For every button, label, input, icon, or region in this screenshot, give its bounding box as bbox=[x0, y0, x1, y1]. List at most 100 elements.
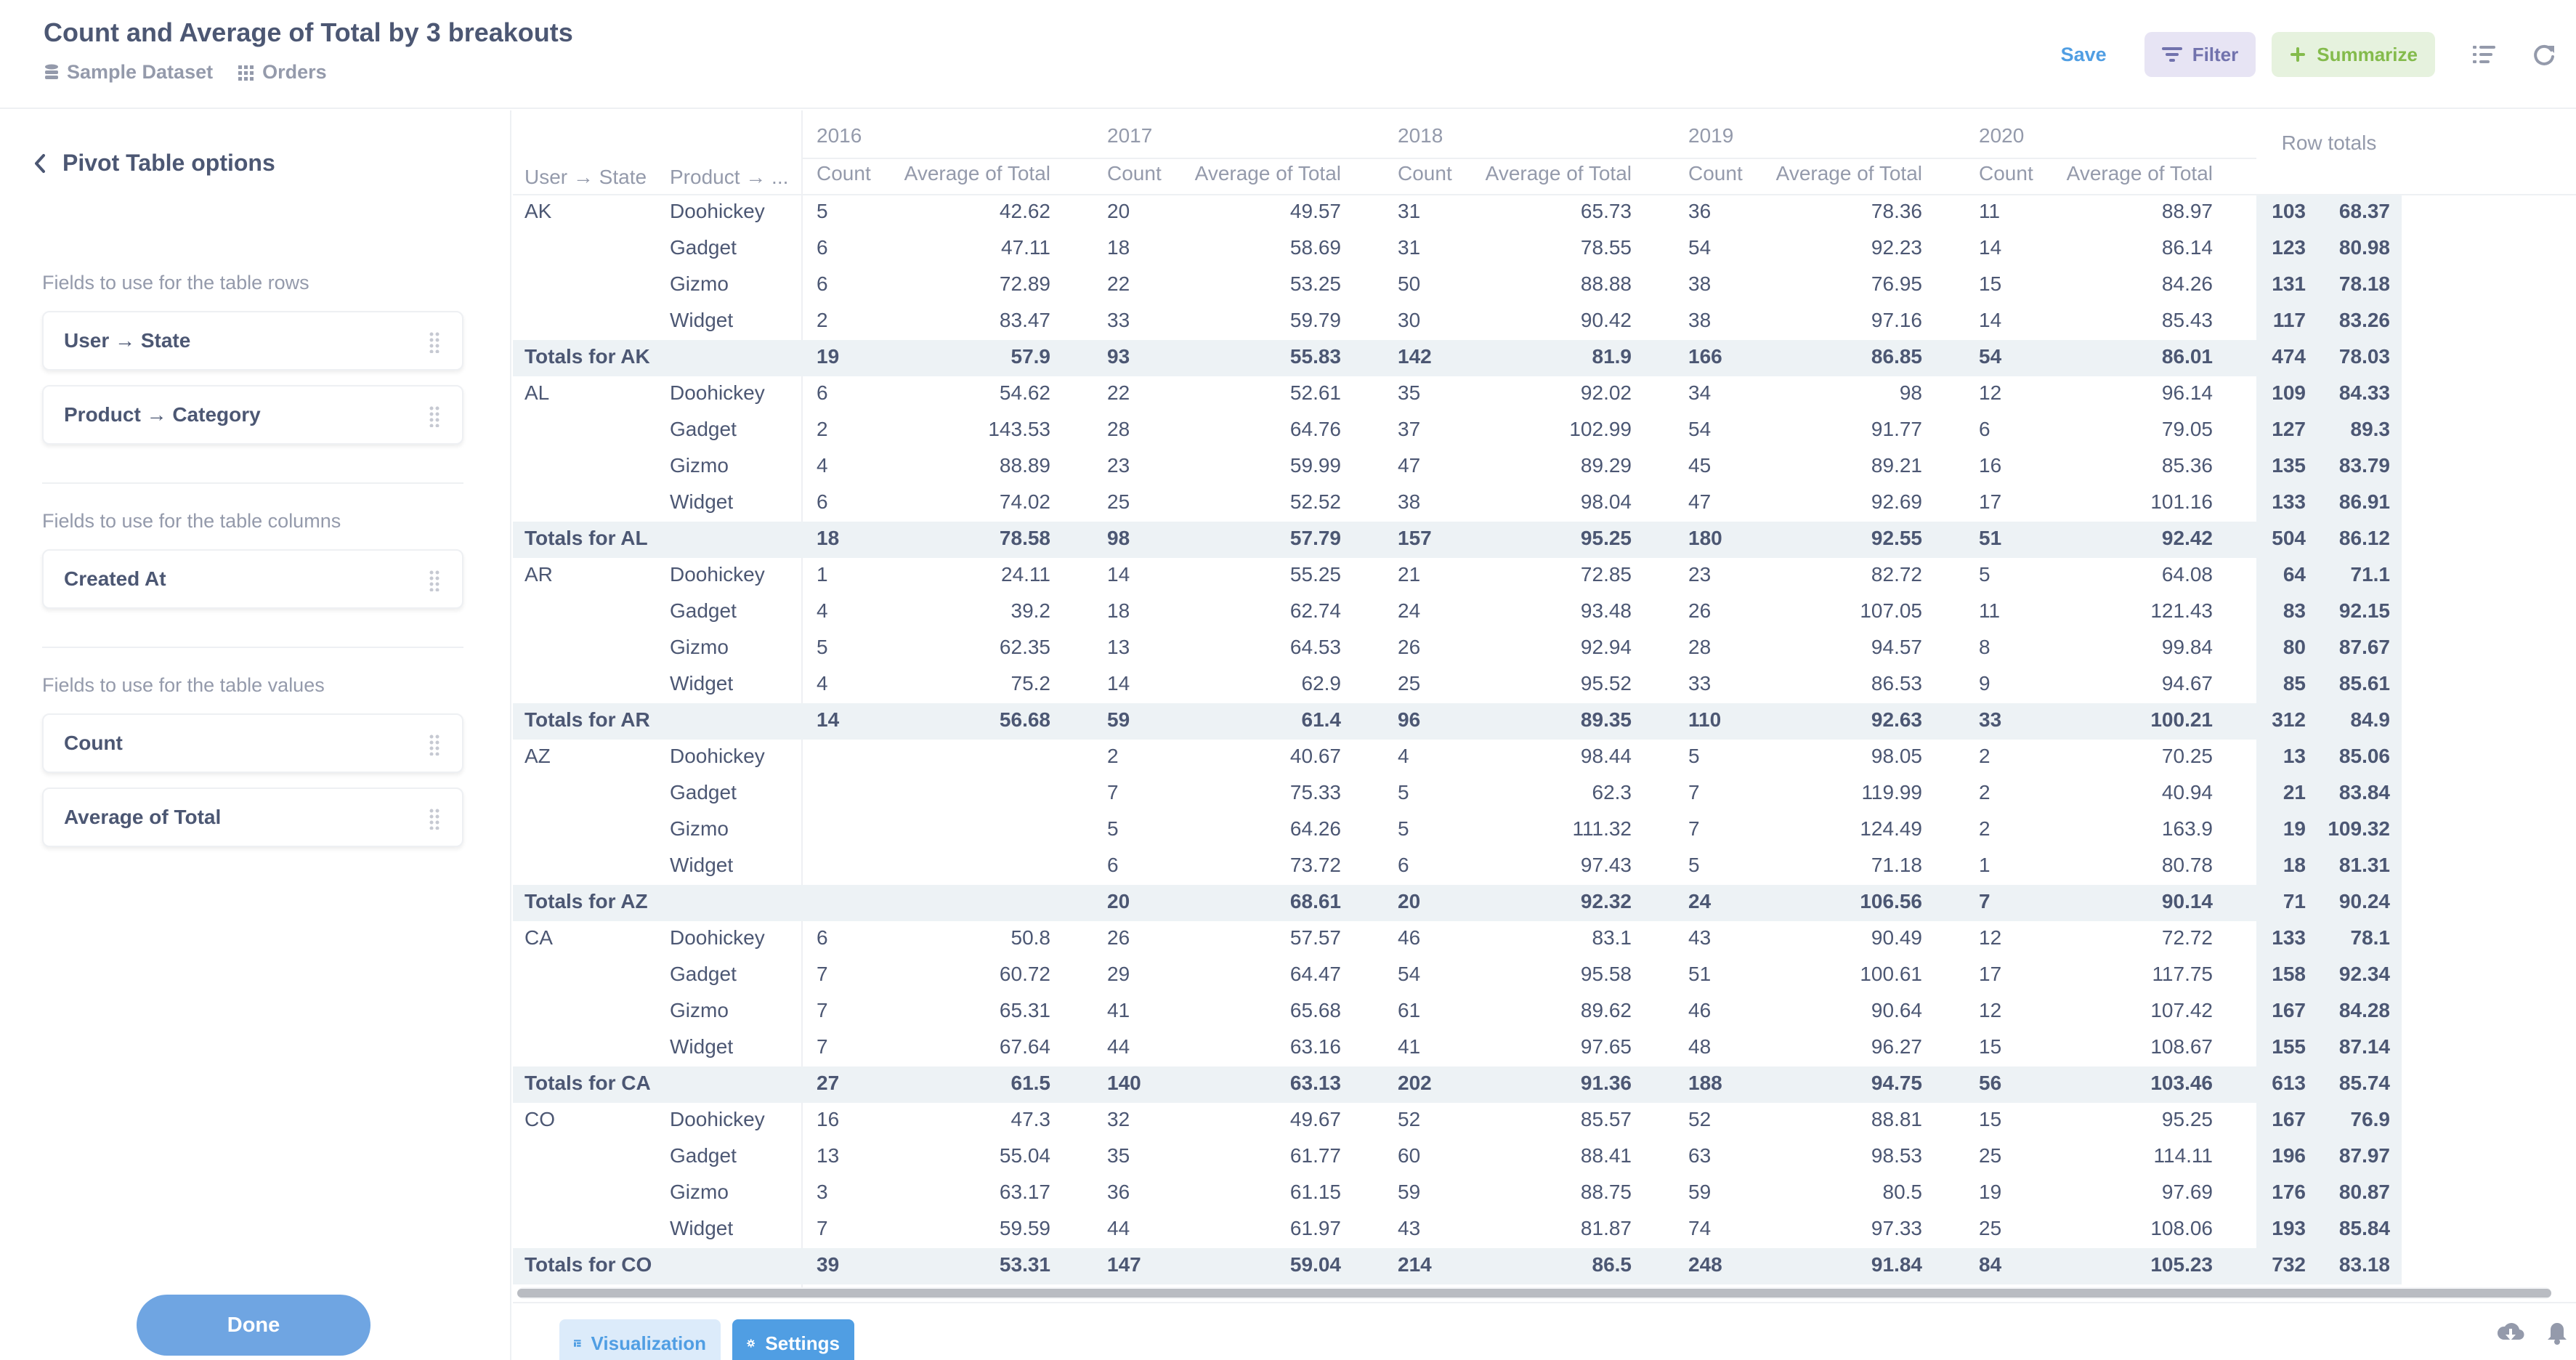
average-cell: 101.16 bbox=[2150, 490, 2213, 513]
count-cell: 36 bbox=[1688, 200, 1711, 222]
count-cell: 5 bbox=[817, 200, 828, 222]
average-cell: 83.47 bbox=[1000, 309, 1050, 331]
totals-row-bg bbox=[513, 1066, 2402, 1103]
average-cell: 96.27 bbox=[1871, 1035, 1922, 1058]
average-cell: 119.99 bbox=[1861, 781, 1922, 804]
count-cell: 34 bbox=[1688, 381, 1711, 404]
totals-row-bg bbox=[513, 522, 2402, 558]
row-field-product-category[interactable]: Product → Category bbox=[42, 385, 463, 445]
drag-handle-icon[interactable] bbox=[429, 808, 440, 830]
refresh-button[interactable] bbox=[2530, 40, 2559, 69]
row-total-average-cell: 86.91 bbox=[2339, 490, 2390, 513]
grand-row-total-average-cell: 78.03 bbox=[2339, 345, 2390, 368]
average-cell: 82.72 bbox=[1871, 563, 1922, 586]
totals-count-cell: 20 bbox=[1107, 890, 1130, 912]
bell-icon[interactable] bbox=[2545, 1321, 2569, 1345]
breadcrumb-database[interactable]: Sample Dataset bbox=[44, 61, 213, 84]
average-cell: 62.9 bbox=[1302, 672, 1342, 695]
average-cell: 89.21 bbox=[1871, 454, 1922, 477]
horizontal-scrollbar[interactable] bbox=[517, 1289, 2551, 1298]
save-button[interactable]: Save bbox=[2060, 43, 2107, 65]
row-total-average-cell: 68.37 bbox=[2339, 200, 2390, 222]
totals-average-cell: 56.68 bbox=[1000, 708, 1050, 731]
count-cell: 16 bbox=[1979, 454, 2001, 477]
count-cell: 17 bbox=[1979, 963, 2001, 985]
column-field-created-at[interactable]: Created At bbox=[42, 549, 463, 609]
row-total-average-cell: 92.15 bbox=[2339, 599, 2390, 622]
average-cell: 97.43 bbox=[1581, 854, 1632, 876]
row-total-count-cell: 193 bbox=[2272, 1217, 2306, 1239]
count-cell: 33 bbox=[1688, 672, 1711, 695]
totals-average-cell: 89.35 bbox=[1581, 708, 1632, 731]
average-cell: 64.76 bbox=[1290, 418, 1341, 440]
totals-average-cell: 63.13 bbox=[1290, 1072, 1341, 1094]
drag-handle-icon[interactable] bbox=[429, 405, 440, 427]
drag-handle-icon[interactable] bbox=[429, 734, 440, 756]
row-total-count-cell: 196 bbox=[2272, 1144, 2306, 1167]
average-cell: 97.33 bbox=[1871, 1217, 1922, 1239]
row-totals-cell-bg bbox=[2256, 1139, 2402, 1175]
notebook-toggle[interactable] bbox=[2470, 40, 2499, 69]
header-actions: Save Filter Summarize bbox=[2061, 29, 2576, 80]
average-cell: 47.3 bbox=[1011, 1108, 1051, 1130]
row-total-average-cell: 78.1 bbox=[2351, 926, 2391, 949]
totals-average-cell: 92.63 bbox=[1871, 708, 1922, 731]
back-button[interactable]: Pivot Table options bbox=[33, 150, 275, 177]
year-header: 2019 bbox=[1688, 124, 1733, 147]
totals-count-cell: 56 bbox=[1979, 1072, 2001, 1094]
state-cell: AZ bbox=[524, 745, 551, 767]
totals-average-cell: 61.4 bbox=[1302, 708, 1342, 731]
value-field-average-of-total[interactable]: Average of Total bbox=[42, 788, 463, 847]
pivot-options-sidebar: Pivot Table options Fields to use for th… bbox=[0, 110, 511, 1360]
totals-average-cell: 78.58 bbox=[1000, 527, 1050, 549]
count-cell: 13 bbox=[817, 1144, 839, 1167]
totals-row-label: Totals for AZ bbox=[524, 890, 648, 912]
average-cell: 64.08 bbox=[2162, 563, 2213, 586]
count-cell: 25 bbox=[1398, 672, 1420, 695]
count-cell: 54 bbox=[1688, 236, 1711, 259]
totals-average-cell: 92.42 bbox=[2162, 527, 2213, 549]
average-cell: 88.88 bbox=[1581, 272, 1632, 295]
chevron-left-icon bbox=[35, 153, 45, 173]
product-cell: Widget bbox=[670, 1217, 733, 1239]
count-cell: 18 bbox=[1107, 599, 1130, 622]
row-totals-header: Row totals bbox=[2282, 131, 2377, 154]
visualization-button[interactable]: Visualization bbox=[559, 1319, 721, 1360]
row-total-count-cell: 135 bbox=[2272, 454, 2306, 477]
count-cell: 45 bbox=[1688, 454, 1711, 477]
average-cell: 63.16 bbox=[1290, 1035, 1341, 1058]
totals-average-cell: 86.01 bbox=[2162, 345, 2213, 368]
count-cell: 14 bbox=[1979, 236, 2001, 259]
drag-handle-icon[interactable] bbox=[429, 570, 440, 591]
row-totals-cell-bg bbox=[2256, 921, 2402, 958]
breadcrumb-table[interactable]: Orders bbox=[238, 61, 327, 84]
row-total-count-cell: 158 bbox=[2272, 963, 2306, 985]
count-cell: 26 bbox=[1107, 926, 1130, 949]
count-cell: 29 bbox=[1107, 963, 1130, 985]
count-cell: 8 bbox=[1979, 636, 1990, 658]
average-cell: 98.04 bbox=[1581, 490, 1632, 513]
product-cell: Gizmo bbox=[670, 999, 729, 1021]
value-field-count[interactable]: Count bbox=[42, 713, 463, 773]
row-total-average-cell: 87.67 bbox=[2339, 636, 2390, 658]
row-field-user-state[interactable]: User → State bbox=[42, 311, 463, 371]
download-icon[interactable] bbox=[2496, 1321, 2525, 1345]
count-cell: 5 bbox=[1398, 817, 1409, 840]
filter-button[interactable]: Filter bbox=[2144, 32, 2256, 77]
summarize-button[interactable]: Summarize bbox=[2272, 32, 2435, 77]
count-cell: 59 bbox=[1398, 1181, 1420, 1203]
rows-section-label: Fields to use for the table rows bbox=[42, 272, 309, 294]
row-total-count-cell: 83 bbox=[2283, 599, 2306, 622]
totals-average-cell: 95.25 bbox=[1581, 527, 1632, 549]
row-total-count-cell: 127 bbox=[2272, 418, 2306, 440]
totals-count-cell: 93 bbox=[1107, 345, 1130, 368]
drag-handle-icon[interactable] bbox=[429, 331, 440, 353]
done-button[interactable]: Done bbox=[137, 1295, 370, 1356]
totals-row-label: Totals for CA bbox=[524, 1072, 651, 1094]
row-total-count-cell: 123 bbox=[2272, 236, 2306, 259]
count-cell: 6 bbox=[1107, 854, 1119, 876]
settings-button[interactable]: Settings bbox=[732, 1319, 854, 1360]
product-cell: Doohickey bbox=[670, 1108, 765, 1130]
row-header-state: User → State bbox=[524, 166, 647, 188]
